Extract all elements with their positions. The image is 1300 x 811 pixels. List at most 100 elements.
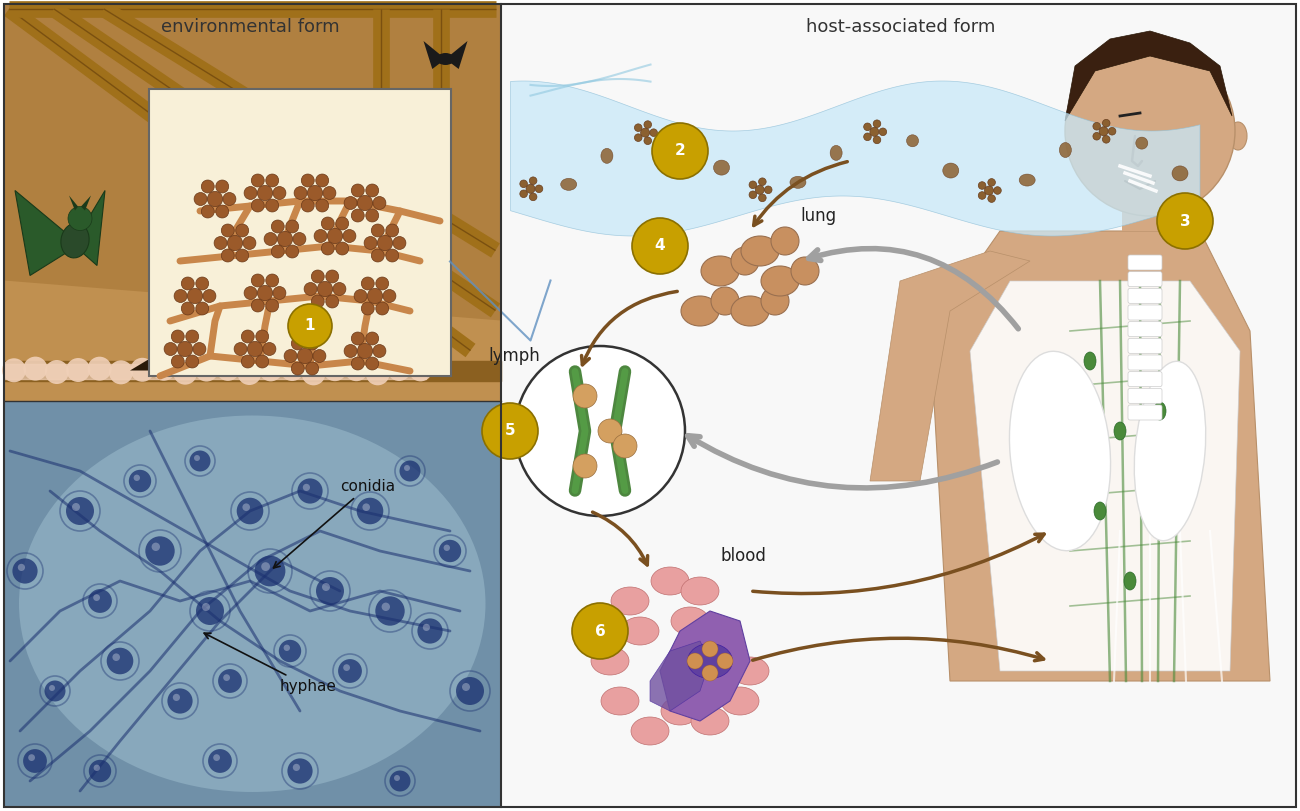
Polygon shape <box>870 251 1030 481</box>
Ellipse shape <box>714 160 729 175</box>
Circle shape <box>29 754 35 761</box>
Circle shape <box>573 384 597 408</box>
Circle shape <box>152 543 160 551</box>
Circle shape <box>988 178 996 187</box>
Circle shape <box>23 749 47 773</box>
Circle shape <box>365 184 378 197</box>
Ellipse shape <box>831 145 842 161</box>
Ellipse shape <box>722 687 759 715</box>
Circle shape <box>261 562 270 571</box>
Circle shape <box>49 685 55 691</box>
Circle shape <box>87 357 112 380</box>
Circle shape <box>365 357 378 370</box>
Circle shape <box>993 187 1001 195</box>
Circle shape <box>265 174 278 187</box>
Bar <box>503 4 1296 807</box>
Circle shape <box>462 683 471 691</box>
Circle shape <box>979 182 985 189</box>
Circle shape <box>181 302 194 315</box>
Ellipse shape <box>592 647 629 675</box>
Ellipse shape <box>437 53 455 65</box>
Circle shape <box>273 187 286 200</box>
Circle shape <box>311 270 324 283</box>
Ellipse shape <box>1173 166 1188 181</box>
Ellipse shape <box>651 567 689 595</box>
Circle shape <box>316 174 329 187</box>
Circle shape <box>265 299 278 312</box>
Circle shape <box>529 177 537 185</box>
Circle shape <box>376 302 389 315</box>
FancyBboxPatch shape <box>1128 371 1162 387</box>
Ellipse shape <box>660 697 699 725</box>
Circle shape <box>390 770 411 792</box>
Ellipse shape <box>560 178 577 191</box>
Polygon shape <box>16 191 75 276</box>
Circle shape <box>94 765 100 771</box>
Circle shape <box>224 674 230 681</box>
Circle shape <box>764 186 772 194</box>
Circle shape <box>874 120 881 127</box>
Circle shape <box>718 653 733 669</box>
Circle shape <box>351 209 364 222</box>
Circle shape <box>372 249 385 262</box>
Circle shape <box>316 577 344 605</box>
FancyBboxPatch shape <box>1128 388 1162 403</box>
Circle shape <box>129 470 151 492</box>
Circle shape <box>216 357 240 381</box>
Circle shape <box>344 345 358 358</box>
Text: 2: 2 <box>675 144 685 158</box>
Circle shape <box>351 357 364 370</box>
Ellipse shape <box>681 296 719 326</box>
Ellipse shape <box>692 707 729 735</box>
Circle shape <box>168 689 192 714</box>
Circle shape <box>302 362 325 385</box>
Circle shape <box>361 277 374 290</box>
Circle shape <box>443 545 450 551</box>
Text: 3: 3 <box>1179 213 1191 229</box>
Circle shape <box>227 235 243 251</box>
Circle shape <box>386 249 399 262</box>
Circle shape <box>218 669 242 693</box>
Circle shape <box>202 180 214 193</box>
Circle shape <box>306 337 318 350</box>
Circle shape <box>244 187 257 200</box>
Ellipse shape <box>701 637 738 665</box>
Circle shape <box>221 224 234 237</box>
Circle shape <box>234 342 247 355</box>
Circle shape <box>237 498 264 524</box>
Circle shape <box>190 450 211 471</box>
Circle shape <box>285 350 296 363</box>
Text: lymph: lymph <box>489 347 540 365</box>
Polygon shape <box>930 231 1270 681</box>
Circle shape <box>373 345 386 358</box>
Circle shape <box>247 341 263 357</box>
Circle shape <box>529 193 537 200</box>
Circle shape <box>344 357 368 381</box>
Circle shape <box>196 302 209 315</box>
Circle shape <box>322 583 330 591</box>
Circle shape <box>749 191 757 199</box>
Text: environmental form: environmental form <box>161 18 339 36</box>
Circle shape <box>304 282 317 295</box>
Circle shape <box>265 274 278 287</box>
Bar <box>4 401 500 807</box>
FancyBboxPatch shape <box>1128 305 1162 320</box>
Circle shape <box>384 290 396 303</box>
Circle shape <box>44 360 69 384</box>
Circle shape <box>361 302 374 315</box>
Circle shape <box>1102 135 1110 144</box>
Circle shape <box>130 358 155 382</box>
Circle shape <box>173 693 179 701</box>
Circle shape <box>526 184 536 193</box>
Circle shape <box>194 192 207 205</box>
Circle shape <box>298 478 322 504</box>
FancyBboxPatch shape <box>1128 289 1162 303</box>
Circle shape <box>242 330 255 343</box>
Circle shape <box>107 648 134 674</box>
Circle shape <box>1093 122 1101 130</box>
Circle shape <box>988 195 996 203</box>
Circle shape <box>292 233 306 246</box>
Ellipse shape <box>1009 351 1110 551</box>
Circle shape <box>644 137 651 144</box>
Circle shape <box>771 227 800 255</box>
